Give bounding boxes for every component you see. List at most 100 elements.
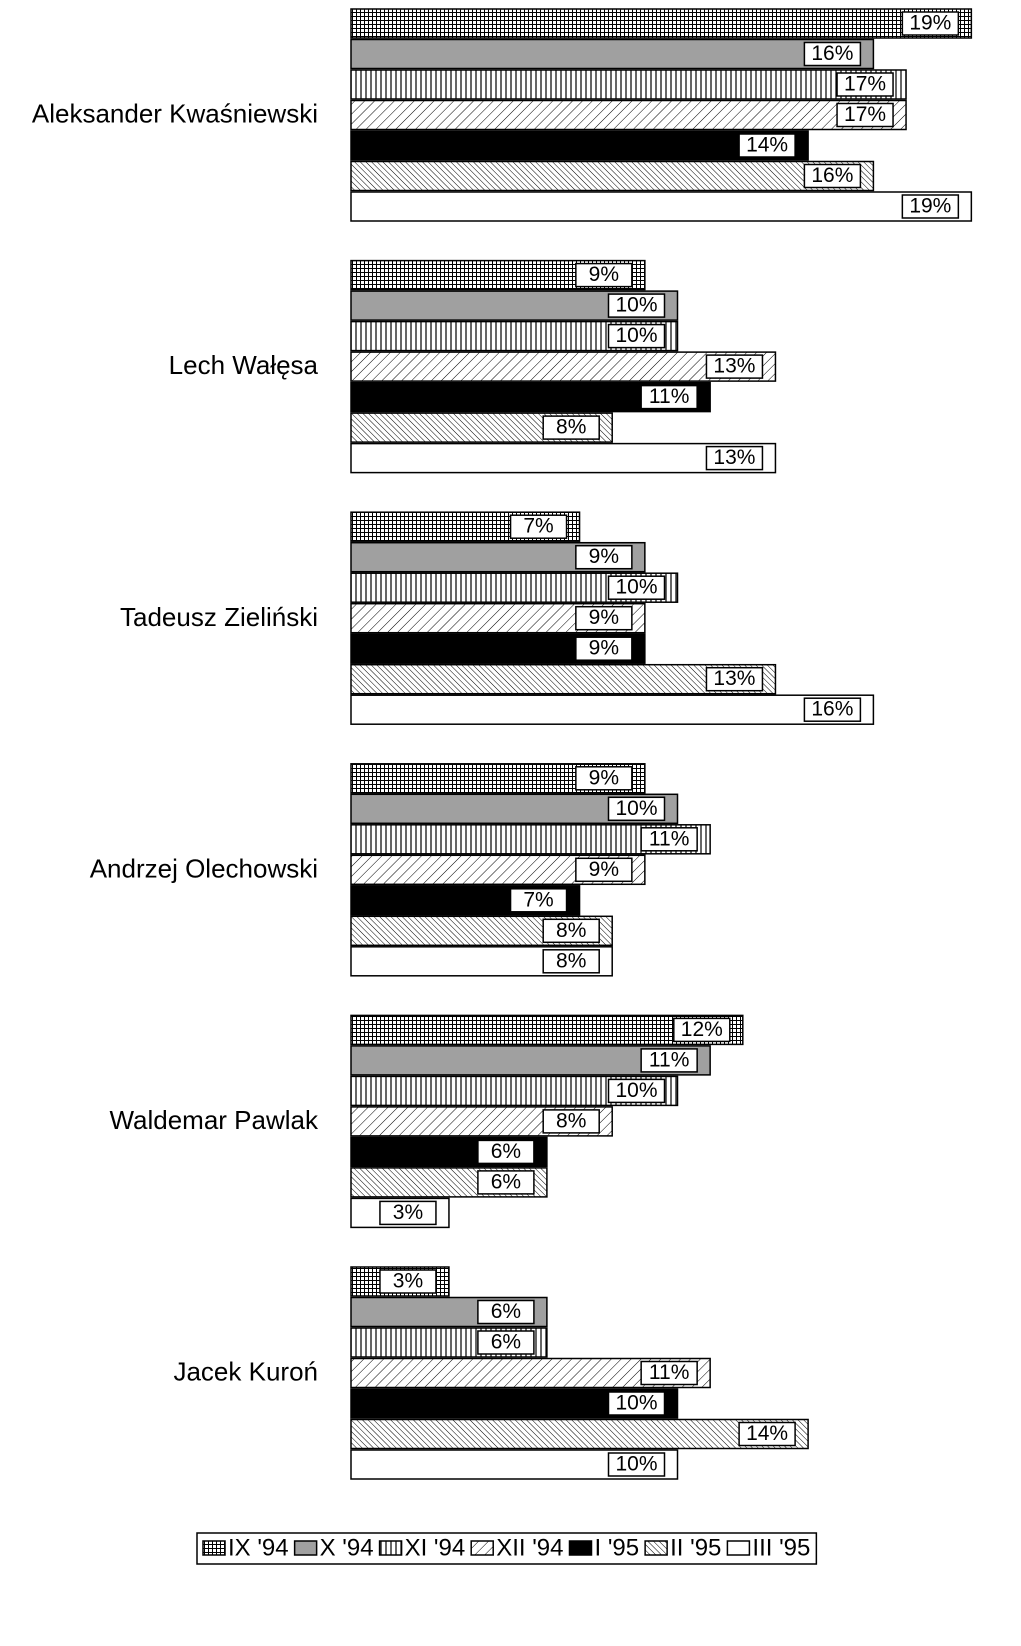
category-label: Andrzej Olechowski: [90, 853, 318, 883]
value-label-box: [542, 918, 600, 944]
value-label-box: [705, 666, 764, 692]
bar: [350, 38, 875, 70]
value-label: 11%: [649, 385, 689, 408]
value-label: 19%: [909, 195, 951, 218]
bar: [350, 663, 777, 695]
legend-label: XII '94: [496, 1534, 563, 1561]
legend-label: XI '94: [405, 1534, 466, 1561]
value-label: 10%: [615, 1079, 657, 1102]
legend-swatch: [202, 1540, 226, 1556]
value-label-box: [836, 102, 894, 128]
bar: [350, 8, 973, 39]
value-label: 16%: [811, 42, 853, 65]
value-label: 6%: [491, 1140, 521, 1163]
value-label-box: [901, 194, 960, 219]
value-label-box: [575, 636, 633, 661]
value-label-box: [509, 514, 568, 539]
value-label: 9%: [589, 637, 619, 660]
value-label-box: [705, 445, 764, 471]
value-label-box: [738, 133, 796, 158]
value-label-box: [575, 857, 633, 883]
value-label-box: [575, 262, 633, 288]
value-label: 11%: [649, 827, 689, 850]
value-label: 8%: [556, 949, 586, 972]
value-label: 8%: [556, 416, 586, 439]
value-label: 7%: [523, 515, 553, 538]
value-label: 17%: [844, 73, 886, 96]
legend-label: III '95: [752, 1534, 810, 1561]
value-label: 13%: [713, 667, 755, 690]
value-label: 3%: [393, 1270, 423, 1293]
value-label-box: [575, 766, 633, 791]
bar: [350, 442, 777, 474]
value-label: 9%: [589, 263, 619, 286]
legend-label: I '95: [595, 1534, 640, 1561]
legend-swatch: [293, 1540, 318, 1556]
value-label-box: [640, 1360, 698, 1386]
value-label-box: [477, 1170, 535, 1195]
value-label-box: [542, 415, 600, 440]
value-label: 7%: [523, 888, 553, 911]
value-label-box: [607, 1452, 666, 1477]
value-label-box: [379, 1269, 437, 1294]
category-label: Lech Wałęsa: [169, 350, 319, 380]
category-label: Waldemar Pawlak: [109, 1105, 319, 1135]
value-label: 14%: [746, 134, 788, 157]
value-label: 3%: [393, 1201, 423, 1224]
value-label: 9%: [589, 545, 619, 568]
value-label: 19%: [909, 12, 951, 35]
legend-label: X '94: [320, 1534, 374, 1561]
value-label: 13%: [713, 355, 755, 378]
value-label-box: [607, 323, 666, 349]
bar: [350, 694, 875, 725]
value-label: 12%: [681, 1018, 723, 1041]
bar: [350, 351, 777, 382]
value-label-box: [607, 796, 666, 822]
value-label: 17%: [844, 103, 886, 126]
value-label: 11%: [649, 1048, 689, 1071]
value-label-box: [477, 1139, 535, 1165]
value-label-box: [673, 1017, 731, 1043]
value-label-box: [379, 1200, 437, 1226]
legend-label: II '95: [670, 1534, 721, 1561]
value-label-box: [705, 354, 764, 379]
legend-swatch: [568, 1540, 593, 1556]
legend-swatch: [378, 1540, 403, 1556]
value-label-box: [803, 41, 862, 67]
value-label: 6%: [491, 1170, 521, 1193]
value-label: 10%: [615, 797, 657, 820]
category-label: Jacek Kuroń: [173, 1357, 318, 1387]
value-label: 10%: [615, 1453, 657, 1476]
bar: [350, 69, 907, 100]
value-label-box: [575, 605, 633, 631]
value-label: 9%: [589, 606, 619, 629]
value-label-box: [803, 697, 862, 722]
bar: [350, 99, 907, 131]
value-label-box: [575, 544, 633, 570]
value-label-box: [640, 384, 698, 410]
value-label-box: [640, 827, 698, 852]
legend-swatch: [644, 1540, 668, 1556]
bar: [350, 1418, 809, 1450]
value-label-box: [607, 293, 666, 318]
value-label: 16%: [811, 164, 853, 187]
value-label-box: [607, 1078, 666, 1104]
value-label-box: [542, 1109, 600, 1134]
value-label: 6%: [491, 1331, 521, 1354]
value-label: 9%: [589, 766, 619, 789]
value-label: 14%: [746, 1422, 788, 1445]
value-label: 11%: [649, 1361, 689, 1384]
bar: [350, 191, 973, 222]
legend-box: [196, 1532, 818, 1565]
value-label: 13%: [713, 446, 755, 469]
bar: [350, 160, 875, 192]
value-label-box: [509, 888, 568, 913]
value-label-box: [477, 1330, 535, 1355]
value-label-box: [542, 949, 600, 974]
value-label: 8%: [556, 1109, 586, 1132]
category-label: Tadeusz Zieliński: [120, 602, 318, 632]
legend-swatch: [470, 1540, 494, 1556]
value-label-box: [901, 11, 960, 36]
value-label-box: [803, 163, 862, 189]
